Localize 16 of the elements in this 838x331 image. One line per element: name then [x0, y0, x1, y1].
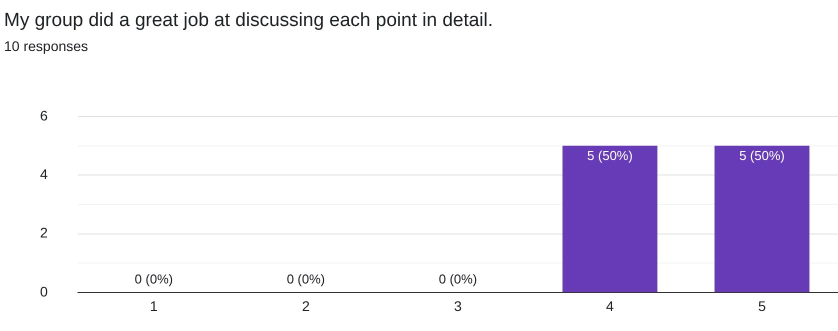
- y-tick-label: 4: [40, 166, 48, 182]
- x-tick-label: 1: [150, 298, 158, 314]
- data-label: 5 (50%): [739, 148, 785, 163]
- chart-subtitle: 10 responses: [4, 38, 88, 54]
- y-tick-label: 2: [40, 224, 48, 241]
- x-tick-label: 2: [302, 298, 310, 314]
- data-label: 0 (0%): [438, 272, 478, 287]
- x-tick-label: 3: [454, 298, 462, 314]
- data-label: 0 (0%): [134, 272, 173, 287]
- x-tick-label: 5: [758, 298, 766, 314]
- chart-title: My group did a great job at discussing each point in detail.: [4, 10, 494, 32]
- y-tick-label: 0: [40, 283, 48, 300]
- data-label: 0 (0%): [286, 272, 325, 287]
- y-tick-label: 6: [40, 107, 48, 124]
- x-tick-label: 4: [606, 298, 614, 314]
- data-label: 5 (50%): [587, 148, 633, 163]
